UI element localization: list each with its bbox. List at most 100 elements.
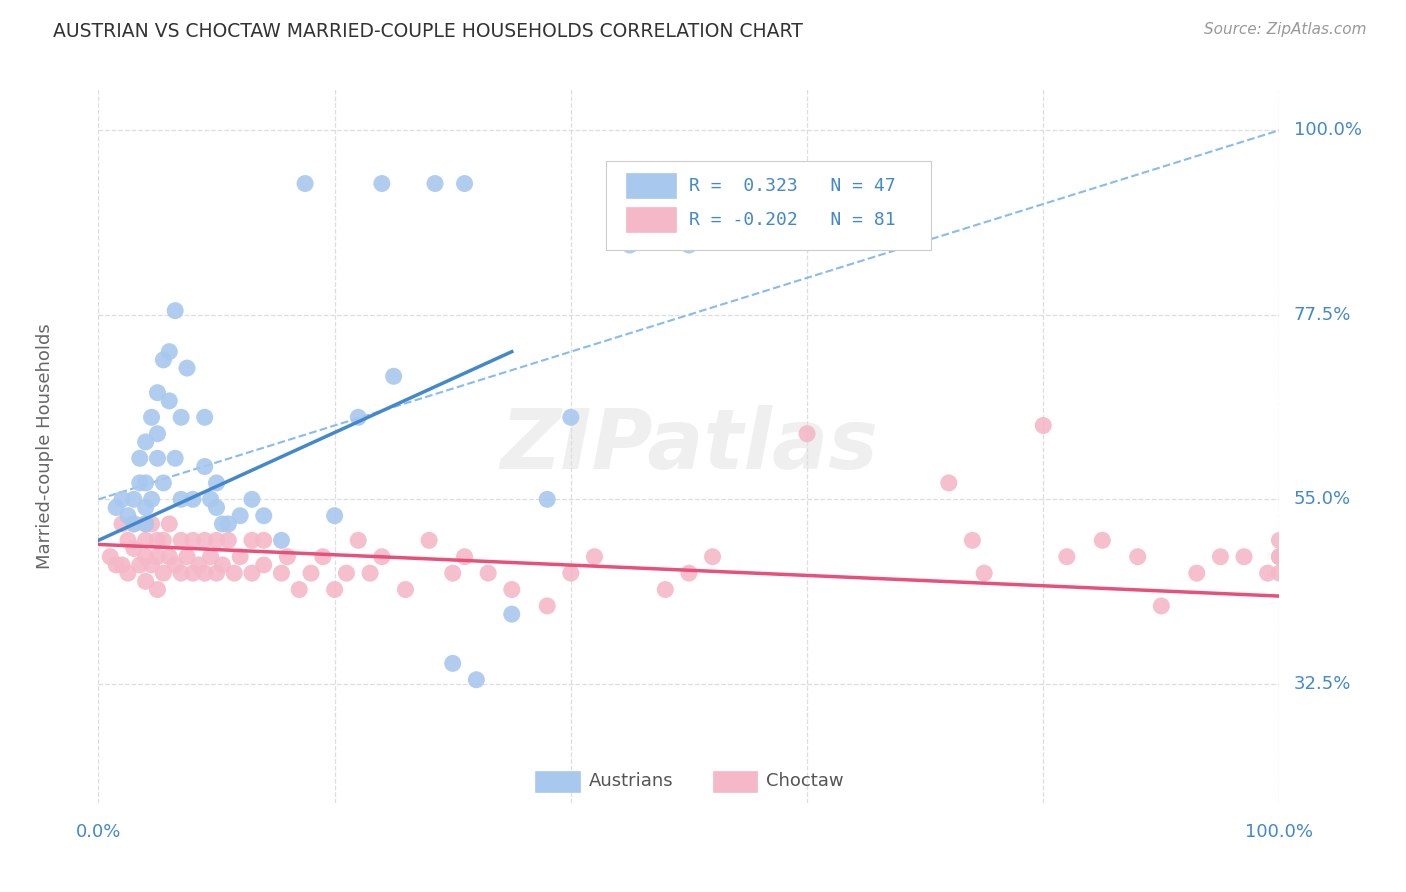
Point (105, 558, 128, 572)
Point (1268, 549, 1291, 564)
Point (211, 558, 233, 572)
Point (146, 451, 169, 466)
Point (157, 549, 180, 564)
Point (176, 549, 198, 564)
Point (371, 549, 394, 564)
Point (135, 516, 157, 531)
Point (441, 657, 464, 671)
Point (654, 582, 676, 597)
Point (229, 549, 252, 564)
Text: 100.0%: 100.0% (1294, 121, 1361, 139)
Point (477, 566, 499, 581)
Point (441, 566, 464, 581)
Text: R =  0.323   N = 47: R = 0.323 N = 47 (689, 177, 896, 194)
Text: Married-couple Households: Married-couple Households (37, 323, 55, 569)
Point (1091, 533, 1114, 548)
Point (453, 549, 475, 564)
Point (253, 558, 276, 572)
Point (176, 361, 198, 376)
Point (229, 508, 252, 523)
Point (205, 566, 228, 581)
Point (135, 574, 157, 589)
Point (135, 549, 157, 564)
Point (270, 533, 292, 548)
Point (128, 451, 150, 466)
Point (152, 566, 174, 581)
Point (200, 492, 222, 507)
Point (122, 492, 145, 507)
Point (240, 492, 263, 507)
Point (453, 177, 475, 191)
Point (1209, 549, 1232, 564)
Text: Source: ZipAtlas.com: Source: ZipAtlas.com (1204, 22, 1367, 37)
Point (619, 238, 641, 252)
Point (240, 533, 263, 548)
Point (1268, 533, 1291, 548)
Text: Choctaw: Choctaw (766, 772, 844, 790)
Point (1056, 549, 1078, 564)
Point (146, 385, 169, 400)
Bar (626, 207, 676, 232)
Point (111, 516, 134, 531)
Text: R = -0.202   N = 81: R = -0.202 N = 81 (689, 211, 896, 228)
Point (288, 582, 311, 597)
Point (135, 500, 157, 515)
Point (294, 177, 316, 191)
Point (796, 426, 818, 441)
Point (105, 500, 128, 515)
Point (146, 582, 169, 597)
Point (157, 516, 180, 531)
Point (217, 516, 239, 531)
Bar (626, 173, 676, 198)
Point (418, 533, 440, 548)
Point (938, 475, 960, 490)
Point (181, 533, 204, 548)
Point (141, 410, 163, 425)
Point (536, 492, 558, 507)
Point (111, 558, 134, 572)
Point (194, 410, 217, 425)
Point (157, 393, 180, 408)
Point (560, 566, 582, 581)
Point (157, 344, 180, 359)
Point (1032, 418, 1054, 433)
Text: 100.0%: 100.0% (1246, 823, 1313, 841)
Point (141, 492, 163, 507)
Point (270, 566, 292, 581)
Point (165, 451, 187, 466)
Point (371, 177, 394, 191)
Point (165, 558, 187, 572)
Point (135, 434, 157, 449)
Point (347, 410, 370, 425)
Point (194, 459, 217, 474)
Point (501, 582, 523, 597)
Point (111, 492, 134, 507)
Point (170, 566, 193, 581)
Point (146, 549, 169, 564)
Point (152, 475, 174, 490)
Point (1150, 599, 1173, 613)
Point (141, 558, 163, 572)
Point (1185, 566, 1208, 581)
Point (135, 533, 157, 548)
Point (146, 426, 169, 441)
Point (181, 566, 204, 581)
Point (702, 549, 724, 564)
Point (1257, 566, 1279, 581)
FancyBboxPatch shape (606, 161, 931, 250)
Point (187, 558, 209, 572)
Point (170, 410, 193, 425)
Point (181, 492, 204, 507)
Point (217, 533, 239, 548)
Point (122, 516, 145, 531)
Point (678, 238, 700, 252)
Point (200, 549, 222, 564)
Point (224, 566, 246, 581)
Point (382, 369, 405, 384)
Point (323, 508, 346, 523)
Point (962, 533, 984, 548)
Point (973, 566, 995, 581)
Point (122, 541, 145, 556)
Point (501, 607, 523, 622)
Point (135, 516, 157, 531)
